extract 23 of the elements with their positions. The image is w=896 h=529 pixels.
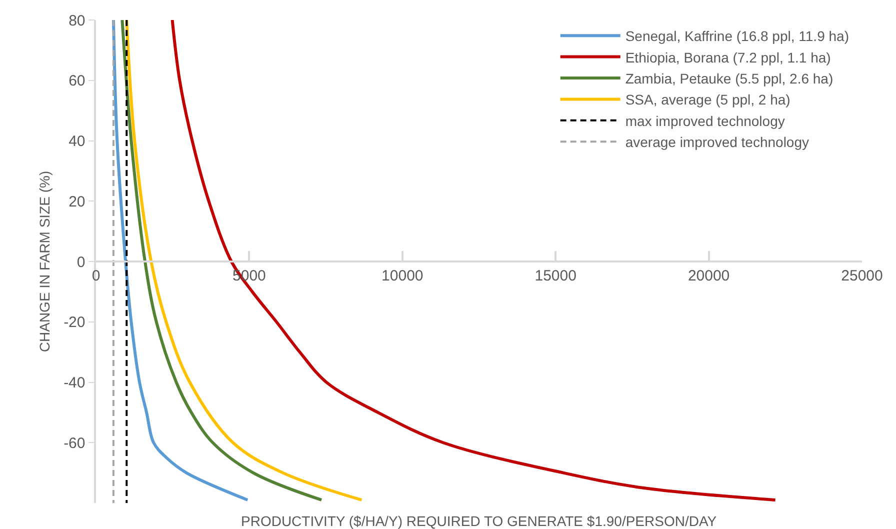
line-series (120, 20, 324, 502)
x-axis-title: PRODUCTIVITY ($/HA/Y) REQUIRED TO GENERATE $1.90/PERSON/DAY (241, 513, 718, 529)
x-tick-label: 25000 (841, 267, 883, 284)
x-tick-label: 0 (92, 267, 100, 284)
x-tick-label: 20000 (688, 267, 730, 284)
y-tick-label: 0 (76, 254, 86, 271)
line-series (125, 20, 364, 502)
y-tick-label: 40 (68, 133, 86, 150)
legend-label: SSA, average (5 ppl, 2 ha) (625, 92, 790, 108)
y-axis-title: CHANGE IN FARM SIZE (%) (36, 170, 53, 352)
y-tick-label: -60 (64, 434, 86, 452)
y-tick-label: 60 (68, 72, 86, 90)
legend-label: Zambia, Petauke (5.5 ppl, 2.6 ha) (625, 70, 834, 86)
legend-label: average improved technology (625, 134, 810, 150)
legend-label: Ethiopia, Borana (7.2 ppl, 1.1 ha) (625, 49, 831, 66)
legend-label: Senegal, Kaffrine (16.8 ppl, 11.9 ha) (625, 28, 849, 44)
x-tick-label: 10000 (382, 267, 424, 284)
legend-label: max improved technology (625, 112, 785, 129)
y-tick-label: -40 (64, 374, 86, 392)
y-tick-label: -20 (64, 314, 86, 332)
y-tick-label: 80 (68, 12, 86, 30)
y-tick-label: 20 (68, 193, 86, 210)
x-tick-label: 15000 (534, 267, 576, 284)
